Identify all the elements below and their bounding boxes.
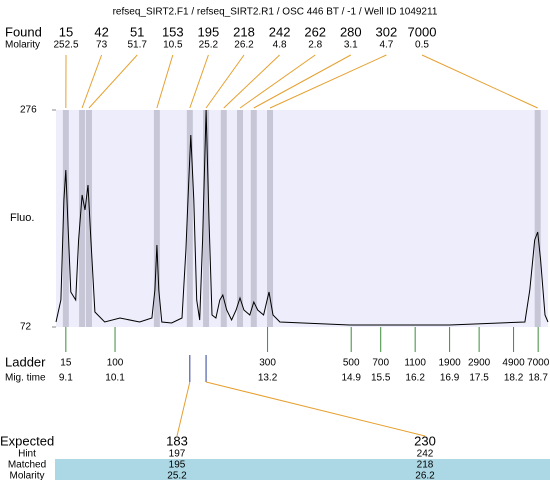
- peak-band: [62, 110, 69, 327]
- molarity-value: 0.5: [415, 40, 429, 51]
- found-value: 218: [233, 24, 255, 39]
- molarity-value: 51.7: [127, 40, 147, 51]
- ladder-migtime: 15.5: [371, 373, 391, 384]
- molarity-value: 10.5: [163, 40, 183, 51]
- found-value: 7000: [408, 24, 437, 39]
- found-value: 242: [269, 24, 291, 39]
- ladder-migtime: 10.1: [105, 373, 125, 384]
- ladder-size: 7000: [527, 358, 550, 369]
- matched-row-bg: [55, 459, 550, 470]
- expected-label: Expected: [0, 433, 54, 448]
- expected-value: 230: [414, 433, 436, 448]
- hint-label: Hint: [18, 449, 36, 460]
- matched-value: 195: [169, 460, 186, 471]
- peak-link: [189, 54, 209, 109]
- molarity-value: 4.7: [379, 40, 393, 51]
- match-link: [205, 381, 426, 437]
- peak-link: [269, 54, 387, 109]
- molarity-value: 25.2: [199, 40, 219, 51]
- ladder-size: 300: [259, 358, 276, 369]
- molarity-value: 26.2: [234, 40, 254, 51]
- y-axis-label: Fluo.: [10, 212, 34, 224]
- found-value: 280: [340, 24, 362, 39]
- molarity-value: 2.8: [308, 40, 322, 51]
- ladder-size: 15: [60, 358, 72, 369]
- migtime-label: Mig. time: [5, 373, 46, 384]
- molarity-label: Molarity: [5, 40, 40, 51]
- peak-band: [79, 110, 86, 327]
- hint-value: 242: [417, 449, 434, 460]
- peak-link: [81, 54, 103, 109]
- found-value: 15: [59, 24, 73, 39]
- y-tick-label: 276: [20, 105, 37, 116]
- ladder-size: 2900: [468, 358, 491, 369]
- molarity-value: 252.5: [53, 40, 78, 51]
- molarity-row-label: Molarity: [9, 471, 44, 480]
- ladder-migtime: 9.1: [59, 373, 73, 384]
- ladder-size: 1900: [438, 358, 461, 369]
- plot-area: [56, 110, 548, 327]
- ladder-migtime: 16.9: [440, 373, 460, 384]
- found-value: 302: [376, 24, 398, 39]
- ladder-size: 4900: [502, 358, 525, 369]
- ladder-migtime: 18.7: [528, 373, 548, 384]
- peak-band: [220, 110, 227, 327]
- expected-molarity: 25.2: [167, 471, 187, 480]
- peak-band: [267, 110, 274, 327]
- trace: [55, 109, 549, 326]
- ladder-migtime: 16.2: [405, 373, 425, 384]
- peak-link: [156, 54, 174, 109]
- ladder-migtime: 14.9: [341, 373, 361, 384]
- ladder-migtime: 13.2: [258, 373, 278, 384]
- peak-link: [239, 54, 316, 109]
- peak-band: [250, 110, 257, 327]
- matched-value: 218: [417, 460, 434, 471]
- found-label: Found: [5, 24, 42, 39]
- peak-band: [85, 110, 92, 327]
- peak-band: [203, 110, 210, 327]
- hint-value: 197: [169, 449, 186, 460]
- peak-link: [253, 54, 352, 109]
- peak-band: [153, 110, 160, 327]
- peak-band: [237, 110, 244, 327]
- molarity-value: 3.1: [344, 40, 358, 51]
- molarity-value: 4.8: [273, 40, 287, 51]
- match-link: [176, 381, 191, 437]
- peak-link: [421, 54, 538, 109]
- expected-molarity: 26.2: [415, 471, 435, 480]
- molarity-row-bg: [55, 470, 550, 480]
- ladder-size: 1100: [404, 358, 426, 369]
- ladder-size: 700: [372, 358, 389, 369]
- ladder-size: 500: [343, 358, 360, 369]
- expected-value: 183: [166, 433, 188, 448]
- found-value: 42: [94, 24, 108, 39]
- peak-band: [186, 110, 193, 327]
- ladder-label: Ladder: [5, 354, 46, 369]
- title: refseq_SIRT2.F1 / refseq_SIRT2.R1 / OSC …: [113, 7, 438, 18]
- peak-band: [534, 110, 541, 327]
- molarity-value: 73: [96, 40, 108, 51]
- y-tick-label: 72: [20, 322, 32, 333]
- matched-label: Matched: [8, 460, 46, 471]
- peak-link: [205, 54, 245, 109]
- ladder-size: 100: [107, 358, 124, 369]
- ladder-migtime: 18.2: [504, 373, 524, 384]
- peak-link: [223, 54, 280, 109]
- ladder-migtime: 17.5: [469, 373, 489, 384]
- found-value: 262: [304, 24, 326, 39]
- peak-link: [88, 54, 138, 109]
- found-value: 195: [198, 24, 220, 39]
- found-value: 153: [162, 24, 184, 39]
- found-value: 51: [130, 24, 144, 39]
